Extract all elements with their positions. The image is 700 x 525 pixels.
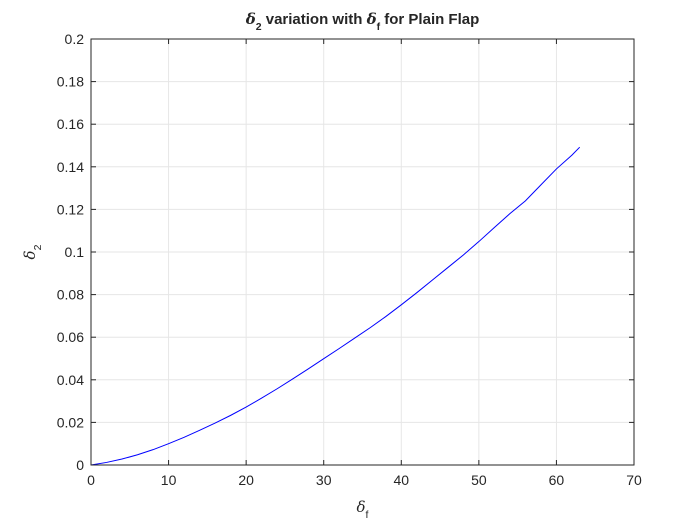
chart-title: δ2 variation with δf for Plain Flap <box>245 10 480 33</box>
greek-symbol: δ <box>21 250 39 259</box>
subscript: f <box>366 509 369 521</box>
greek-symbol: δ <box>357 498 366 516</box>
subscript: 2 <box>256 21 262 33</box>
subscript: 2 <box>32 244 44 250</box>
x-tick-label: 0 <box>87 472 95 488</box>
series-layer <box>90 146 581 466</box>
x-tick-label: 20 <box>238 472 254 488</box>
subscript: f <box>377 21 381 33</box>
x-axis-ticks: 0 10 20 30 40 50 60 70 <box>87 39 642 488</box>
x-tick-label: 60 <box>549 472 565 488</box>
y-axis-ticks: 0 0.02 0.04 0.06 0.08 0.1 0.12 0.14 0.16 0.18 0.2 <box>57 31 634 473</box>
label-text: variation with <box>262 11 367 28</box>
y-tick-label: 0.16 <box>57 116 84 132</box>
x-tick-label: 40 <box>393 472 409 488</box>
label-text: for Plain Flap <box>380 11 479 28</box>
y-tick-label: 0.06 <box>57 329 84 345</box>
x-tick-label: 10 <box>161 472 177 488</box>
greek-symbol: δ <box>245 10 256 28</box>
greek-symbol: δ <box>366 10 377 28</box>
series-line <box>90 146 581 466</box>
y-tick-label: 0 <box>76 457 84 473</box>
x-axis-label: δf <box>357 498 369 521</box>
y-axis-label: δ2 <box>21 244 44 259</box>
grid-lines <box>91 39 634 465</box>
y-tick-label: 0.12 <box>57 201 84 217</box>
y-tick-label: 0.1 <box>65 244 85 260</box>
x-tick-label: 30 <box>316 472 332 488</box>
x-tick-label: 50 <box>471 472 487 488</box>
y-tick-label: 0.18 <box>57 74 84 90</box>
y-tick-label: 0.08 <box>57 287 84 303</box>
y-tick-label: 0.04 <box>57 372 84 388</box>
x-tick-label: 70 <box>626 472 642 488</box>
y-tick-label: 0.02 <box>57 414 84 430</box>
y-tick-label: 0.2 <box>65 31 85 47</box>
y-tick-label: 0.14 <box>57 159 84 175</box>
